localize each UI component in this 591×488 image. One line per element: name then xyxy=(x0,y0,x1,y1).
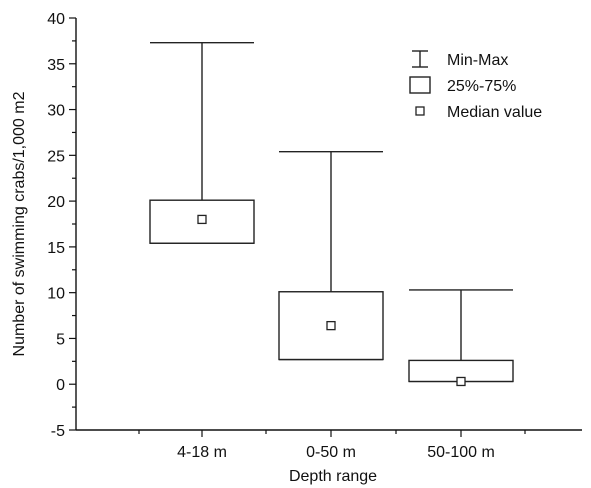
x-axis: 4-18 m 0-50 m 50-100 m xyxy=(76,429,582,461)
x-tick-label: 4-18 m xyxy=(177,444,227,461)
legend: Min-Max 25%-75% Median value xyxy=(409,50,542,121)
x-axis-title: Depth range xyxy=(289,468,377,485)
y-tick-label: -5 xyxy=(51,423,65,440)
median-marker xyxy=(326,320,336,331)
y-tick-label: 30 xyxy=(47,103,65,120)
y-tick-label: 10 xyxy=(47,286,65,303)
legend-entry: 25%-75% xyxy=(409,76,516,95)
legend-label: Median value xyxy=(447,104,542,121)
y-tick-label: 20 xyxy=(47,194,65,211)
median-marker xyxy=(197,214,207,225)
y-tick-label: 5 xyxy=(56,331,65,348)
box-plots xyxy=(149,42,514,387)
legend-median-swatch xyxy=(415,106,425,116)
y-tick-label: 40 xyxy=(47,11,65,28)
legend-entry: Min-Max xyxy=(412,50,508,69)
y-tick-label: 25 xyxy=(47,148,65,165)
x-tick-label: 0-50 m xyxy=(306,444,356,461)
y-axis-title: Number of swimming crabs/1,000 m2 xyxy=(11,91,28,356)
legend-label: 25%-75% xyxy=(447,78,516,95)
box-group xyxy=(278,150,384,361)
x-tick-label: 50-100 m xyxy=(427,444,495,461)
box-group xyxy=(408,289,514,387)
box-group xyxy=(149,42,255,244)
legend-entry: Median value xyxy=(415,104,542,121)
legend-label: Min-Max xyxy=(447,52,508,69)
median-marker xyxy=(456,376,466,387)
y-tick-label: 15 xyxy=(47,240,65,257)
y-tick-label: 0 xyxy=(56,377,65,394)
legend-box-swatch xyxy=(409,76,431,94)
y-axis: -5 0 5 10 15 20 25 30 35 40 xyxy=(47,11,77,440)
y-tick-label: 35 xyxy=(47,57,65,74)
